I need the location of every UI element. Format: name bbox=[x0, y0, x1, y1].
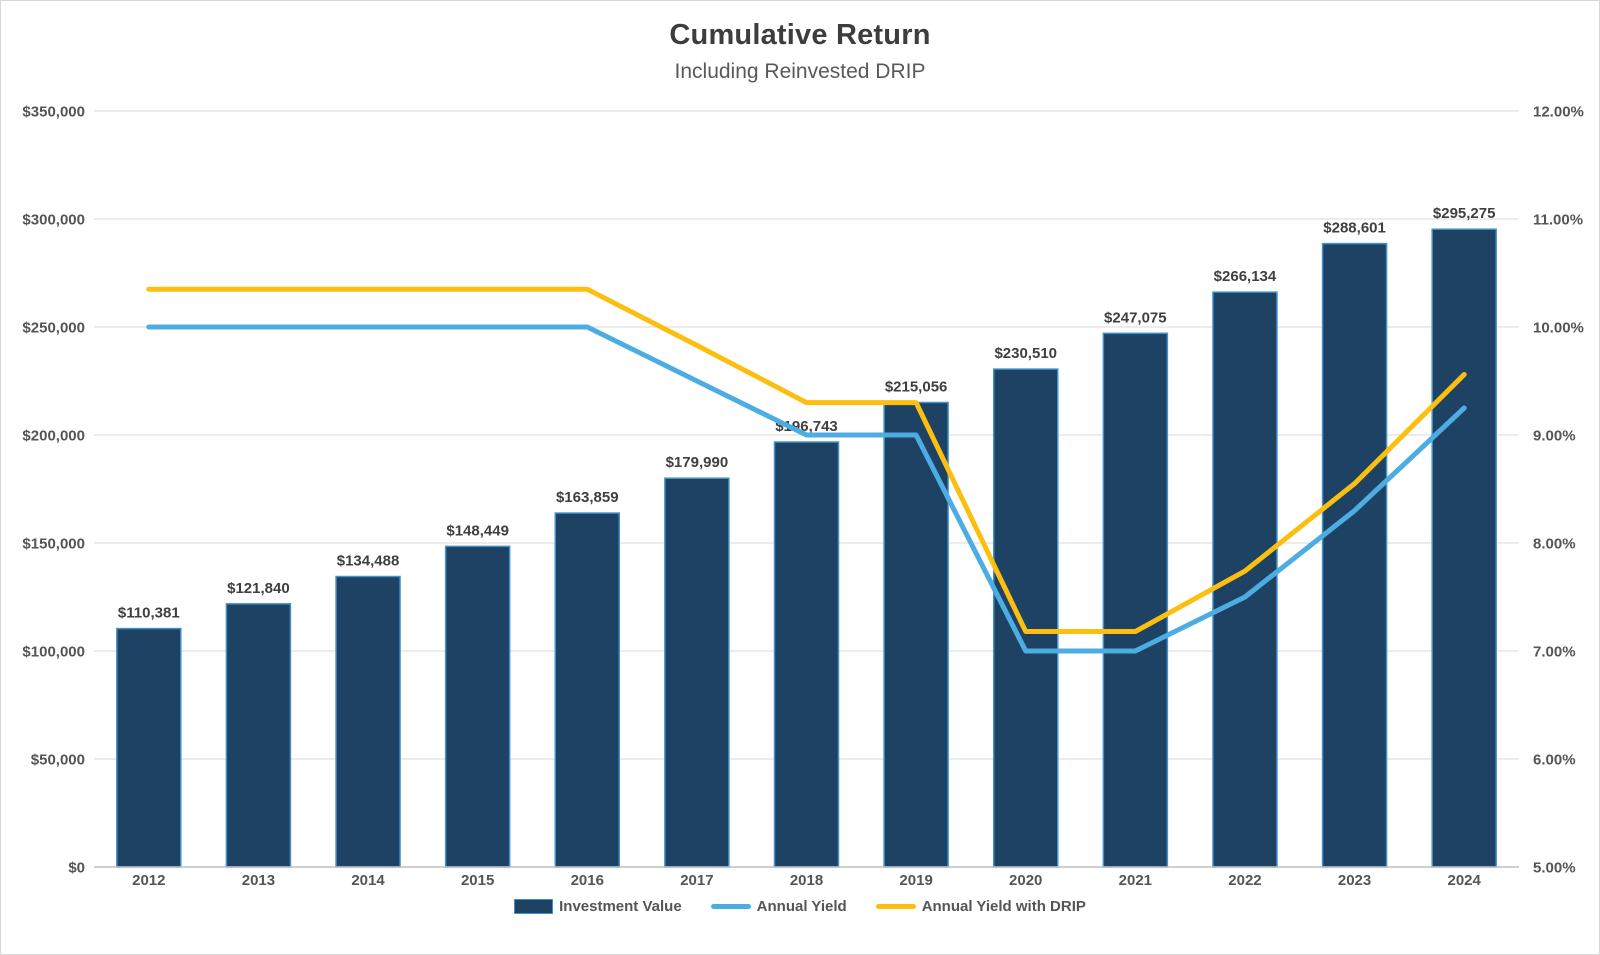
bar-2015 bbox=[444, 545, 511, 868]
y-axis-right-tick-label: 5.00% bbox=[1533, 860, 1576, 877]
bar-value-label: $230,510 bbox=[994, 345, 1057, 362]
y-axis-right-tick-label: 9.00% bbox=[1533, 428, 1576, 445]
x-axis-tick-label: 2018 bbox=[790, 872, 823, 889]
legend-bar-swatch bbox=[514, 899, 554, 914]
bar-value-label: $163,859 bbox=[556, 489, 619, 506]
bar-value-label: $110,381 bbox=[118, 605, 180, 622]
bar-value-label: $121,840 bbox=[227, 580, 290, 597]
bar-2020 bbox=[992, 368, 1059, 868]
legend-item-label: Annual Yield with DRIP bbox=[921, 898, 1086, 915]
chart-subtitle: Including Reinvested DRIP bbox=[674, 60, 926, 83]
bar-value-label: $148,449 bbox=[446, 522, 509, 539]
y-axis-left-tick-label: $200,000 bbox=[22, 428, 85, 445]
legend-item-investment-value: Investment Value bbox=[514, 898, 682, 915]
chart-legend: Investment Value Annual Yield Annual Yield… bbox=[1, 898, 1599, 915]
annual-yield-line bbox=[146, 324, 1467, 654]
bar-2016 bbox=[554, 512, 621, 868]
legend-item-label: Annual Yield bbox=[756, 898, 847, 915]
bar-value-label: $215,056 bbox=[885, 378, 948, 395]
legend-line-swatch bbox=[710, 904, 751, 909]
y-axis-left-tick-label: $150,000 bbox=[22, 536, 85, 553]
legend-item-annual-yield-with-drip: Annual Yield with DRIP bbox=[875, 898, 1086, 915]
x-axis-tick-label: 2021 bbox=[1119, 872, 1152, 889]
y-axis-right-tick-label: 11.00% bbox=[1533, 212, 1583, 229]
bar-value-label: $288,601 bbox=[1323, 220, 1386, 237]
x-axis-tick-label: 2017 bbox=[680, 872, 713, 889]
legend-line-swatch bbox=[875, 904, 916, 909]
legend-item-label: Investment Value bbox=[559, 898, 682, 915]
bar-value-label: $134,488 bbox=[337, 553, 400, 570]
y-axis-left-tick-label: $250,000 bbox=[22, 320, 85, 337]
legend-item-annual-yield: Annual Yield bbox=[710, 898, 847, 915]
bar-value-label: $196,743 bbox=[775, 418, 838, 435]
bar-2017 bbox=[664, 477, 730, 868]
x-axis-tick-label: 2022 bbox=[1228, 872, 1261, 889]
bar-value-label: $266,134 bbox=[1214, 268, 1277, 285]
bar-2012 bbox=[116, 627, 182, 868]
bar-2013 bbox=[225, 603, 292, 868]
y-axis-right-tick-label: 7.00% bbox=[1533, 644, 1576, 661]
y-axis-right-tick-label: 6.00% bbox=[1533, 752, 1576, 769]
bar-2018 bbox=[773, 441, 840, 868]
x-axis-tick-label: 2024 bbox=[1448, 872, 1482, 889]
bar-value-label: $179,990 bbox=[666, 454, 729, 471]
x-axis-tick-label: 2013 bbox=[242, 872, 275, 889]
annual-yield-with-drip-line bbox=[146, 286, 1467, 635]
y-axis-right-tick-label: 8.00% bbox=[1533, 536, 1576, 553]
bar-value-label: $295,275 bbox=[1433, 205, 1496, 222]
y-axis-left-tick-label: $0 bbox=[68, 860, 85, 877]
x-axis-tick-label: 2012 bbox=[132, 872, 165, 889]
bar-2019 bbox=[883, 401, 949, 868]
y-axis-left-tick-label: $350,000 bbox=[22, 104, 85, 121]
y-axis-left-tick-label: $300,000 bbox=[22, 212, 85, 229]
x-axis-tick-label: 2016 bbox=[571, 872, 604, 889]
y-axis-left-tick-label: $100,000 bbox=[22, 644, 85, 661]
bar-value-label: $247,075 bbox=[1104, 309, 1167, 326]
x-axis-tick-label: 2014 bbox=[351, 872, 385, 889]
x-axis-tick-label: 2020 bbox=[1009, 872, 1042, 889]
x-axis-tick-label: 2015 bbox=[461, 872, 494, 889]
bar-2023 bbox=[1321, 242, 1388, 868]
y-axis-left-tick-label: $50,000 bbox=[31, 752, 85, 769]
bar-2021 bbox=[1102, 332, 1169, 868]
y-axis-right-tick-label: 12.00% bbox=[1533, 104, 1584, 121]
y-axis-right-tick-label: 10.00% bbox=[1533, 320, 1584, 337]
x-axis-tick-label: 2019 bbox=[899, 872, 932, 889]
bar-2014 bbox=[335, 575, 401, 868]
bar-2024 bbox=[1431, 228, 1497, 868]
combo-chart-plot: $350,000 12.00% $300,000 11.00% $250,000 10.0… bbox=[22, 104, 1584, 890]
x-axis-tick-label: 2023 bbox=[1338, 872, 1371, 889]
chart-title: Cumulative Return bbox=[669, 19, 931, 51]
